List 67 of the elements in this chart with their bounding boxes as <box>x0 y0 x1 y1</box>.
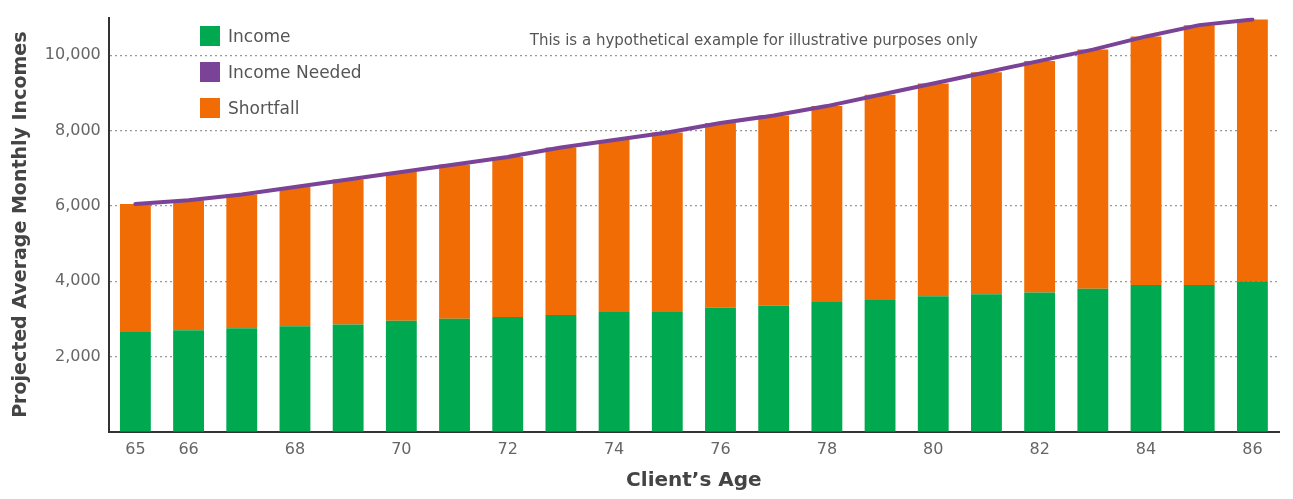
bar <box>545 315 577 432</box>
bar <box>492 316 524 432</box>
bar <box>439 164 470 319</box>
y-tick-label: 8,000 <box>54 119 101 139</box>
bar <box>119 332 151 432</box>
bar <box>332 324 364 432</box>
bar <box>758 305 790 432</box>
bar <box>971 294 1002 432</box>
bar <box>1024 60 1056 293</box>
bar <box>1183 284 1215 432</box>
annotation: This is a hypothetical example for illustrative purposes only <box>528 31 979 50</box>
y-tick-label: 6,000 <box>54 195 101 215</box>
x-axis-title: Client’s Age <box>626 467 762 492</box>
bar <box>385 171 417 321</box>
bar <box>1183 25 1215 285</box>
x-tick-label: 70 <box>391 438 412 458</box>
x-tick-label: 76 <box>710 438 731 458</box>
legend-label: Income Needed <box>228 62 362 82</box>
bar <box>119 203 151 333</box>
x-tick-label: 66 <box>178 438 199 458</box>
bar <box>1236 19 1268 282</box>
bar <box>971 72 1002 295</box>
bar <box>279 326 311 432</box>
bar <box>1130 284 1162 432</box>
bar <box>651 311 683 432</box>
x-tick-label: 68 <box>284 438 306 458</box>
bar <box>598 139 630 312</box>
bar <box>1077 288 1109 432</box>
bar <box>279 187 311 327</box>
legend-label: Shortfall <box>228 98 300 118</box>
bar <box>545 147 577 316</box>
bar <box>1130 36 1162 285</box>
bar <box>917 83 949 297</box>
bar <box>811 301 843 432</box>
bar <box>811 106 843 302</box>
y-tick-label: 10,000 <box>44 44 101 64</box>
bar <box>226 328 258 432</box>
x-tick-label: 80 <box>923 438 944 458</box>
x-tick-label: 74 <box>603 438 625 458</box>
bar <box>385 320 417 432</box>
x-tick-label: 78 <box>816 438 838 458</box>
bar <box>705 123 736 308</box>
x-tick-label: 82 <box>1029 438 1050 458</box>
y-tick-label: 2,000 <box>54 345 101 365</box>
bar <box>332 179 364 325</box>
y-tick-label: 4,000 <box>54 270 101 290</box>
bar <box>1236 281 1268 432</box>
bar <box>917 296 949 432</box>
bar <box>651 132 683 312</box>
bar <box>492 156 524 317</box>
bar <box>864 94 896 301</box>
bar <box>173 200 204 331</box>
bar <box>226 194 258 329</box>
x-tick-label: 72 <box>497 438 518 458</box>
bar <box>598 311 630 432</box>
x-tick-label: 86 <box>1242 438 1263 458</box>
bar <box>173 330 204 432</box>
bar <box>439 318 470 432</box>
bar <box>758 115 790 306</box>
x-tick-label: 65 <box>125 438 146 458</box>
bar <box>705 307 736 432</box>
bar <box>864 300 896 432</box>
y-axis-title: Projected Average Monthly Incomes <box>8 31 31 418</box>
legend-label: Income <box>228 26 291 46</box>
bar <box>1024 292 1056 432</box>
x-tick-label: 84 <box>1135 438 1157 458</box>
bar <box>1077 49 1109 289</box>
